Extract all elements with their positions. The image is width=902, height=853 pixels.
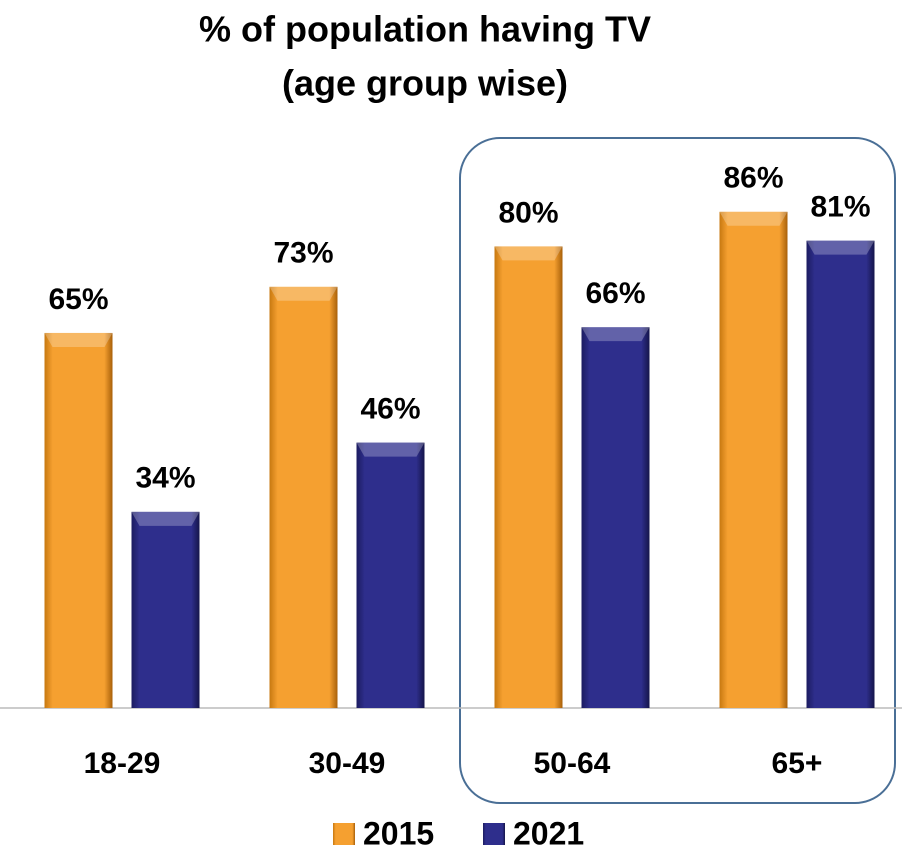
bar-bevel	[719, 211, 788, 226]
value-label: 73%	[273, 237, 333, 270]
bar-bevel	[131, 511, 200, 526]
value-label: 46%	[360, 393, 420, 426]
bar	[581, 327, 650, 708]
bar-bevel	[269, 286, 338, 301]
value-label: 66%	[585, 277, 645, 310]
bar	[494, 246, 563, 708]
x-tick-label: 30-49	[309, 747, 386, 780]
legend-label: 2021	[513, 815, 584, 851]
bar	[131, 511, 200, 708]
chart-title: % of population having TV	[199, 9, 651, 50]
bar-bevel	[806, 240, 875, 255]
value-label: 80%	[498, 196, 558, 229]
legend-label: 2015	[363, 815, 434, 851]
bar-bevel	[581, 327, 650, 342]
bar-bevel	[494, 246, 563, 261]
x-tick-label: 50-64	[534, 747, 611, 780]
legend-swatch	[333, 823, 355, 845]
bar-bevel	[44, 332, 113, 347]
bar	[356, 442, 425, 708]
value-label: 81%	[810, 191, 870, 224]
value-label: 34%	[135, 462, 195, 495]
x-tick-label: 18-29	[84, 747, 161, 780]
bar	[719, 211, 788, 708]
legend-swatch	[483, 823, 505, 845]
chart-subtitle: (age group wise)	[282, 63, 568, 104]
x-tick-label: 65+	[772, 747, 823, 780]
bar	[269, 286, 338, 708]
value-label: 65%	[48, 283, 108, 316]
value-label: 86%	[723, 162, 783, 195]
highlight-box	[459, 137, 896, 804]
bar-bevel	[356, 442, 425, 457]
bar	[806, 240, 875, 708]
bar	[44, 332, 113, 708]
